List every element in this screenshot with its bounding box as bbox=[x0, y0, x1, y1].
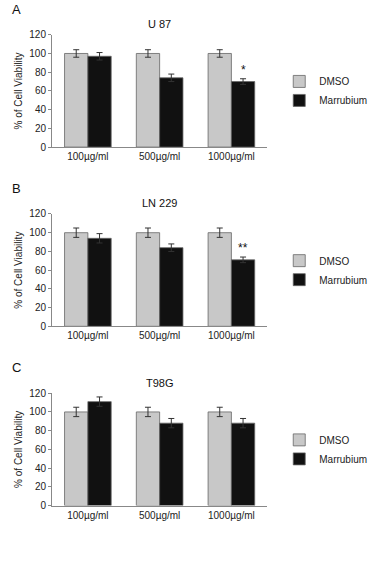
svg-text:DMSO: DMSO bbox=[319, 435, 349, 446]
svg-text:20: 20 bbox=[35, 481, 47, 492]
svg-text:120: 120 bbox=[29, 388, 46, 399]
svg-text:A: A bbox=[12, 2, 21, 17]
svg-text:0: 0 bbox=[40, 500, 46, 511]
svg-text:DMSO: DMSO bbox=[319, 76, 349, 87]
svg-text:Marrubium: Marrubium bbox=[319, 95, 367, 106]
svg-text:60: 60 bbox=[35, 85, 47, 96]
svg-text:DMSO: DMSO bbox=[319, 256, 349, 267]
svg-text:80: 80 bbox=[35, 425, 47, 436]
svg-text:0: 0 bbox=[40, 321, 46, 332]
svg-text:U 87: U 87 bbox=[148, 18, 171, 30]
svg-text:LN 229: LN 229 bbox=[142, 197, 177, 209]
svg-text:*: * bbox=[241, 63, 246, 77]
svg-text:1000µg/ml: 1000µg/ml bbox=[208, 510, 255, 521]
svg-text:80: 80 bbox=[35, 67, 47, 78]
svg-text:60: 60 bbox=[35, 265, 47, 276]
svg-text:0: 0 bbox=[40, 142, 46, 153]
svg-text:% of Cell Viability: % of Cell Viability bbox=[13, 52, 24, 129]
svg-text:100: 100 bbox=[29, 406, 46, 417]
svg-text:120: 120 bbox=[29, 29, 46, 40]
svg-text:Marrubium: Marrubium bbox=[319, 275, 367, 286]
svg-text:500µg/ml: 500µg/ml bbox=[139, 330, 180, 341]
svg-text:40: 40 bbox=[35, 283, 47, 294]
svg-text:20: 20 bbox=[35, 302, 47, 313]
svg-text:40: 40 bbox=[35, 104, 47, 115]
svg-text:% of Cell Viability: % of Cell Viability bbox=[13, 232, 24, 309]
svg-text:40: 40 bbox=[35, 463, 47, 474]
svg-text:**: ** bbox=[238, 241, 248, 255]
svg-text:T98G: T98G bbox=[146, 377, 174, 389]
svg-text:60: 60 bbox=[35, 444, 47, 455]
svg-text:1000µg/ml: 1000µg/ml bbox=[208, 330, 255, 341]
svg-text:20: 20 bbox=[35, 123, 47, 134]
svg-text:B: B bbox=[12, 181, 21, 196]
svg-text:500µg/ml: 500µg/ml bbox=[139, 510, 180, 521]
svg-text:120: 120 bbox=[29, 208, 46, 219]
svg-text:1000µg/ml: 1000µg/ml bbox=[208, 151, 255, 162]
svg-text:500µg/ml: 500µg/ml bbox=[139, 151, 180, 162]
svg-text:Marrubium: Marrubium bbox=[319, 454, 367, 465]
svg-text:100µg/ml: 100µg/ml bbox=[67, 330, 108, 341]
svg-text:100: 100 bbox=[29, 227, 46, 238]
svg-text:80: 80 bbox=[35, 246, 47, 257]
svg-text:100µg/ml: 100µg/ml bbox=[67, 510, 108, 521]
svg-text:100µg/ml: 100µg/ml bbox=[67, 151, 108, 162]
svg-text:% of Cell Viability: % of Cell Viability bbox=[13, 411, 24, 488]
svg-text:100: 100 bbox=[29, 48, 46, 59]
svg-text:C: C bbox=[12, 360, 21, 375]
